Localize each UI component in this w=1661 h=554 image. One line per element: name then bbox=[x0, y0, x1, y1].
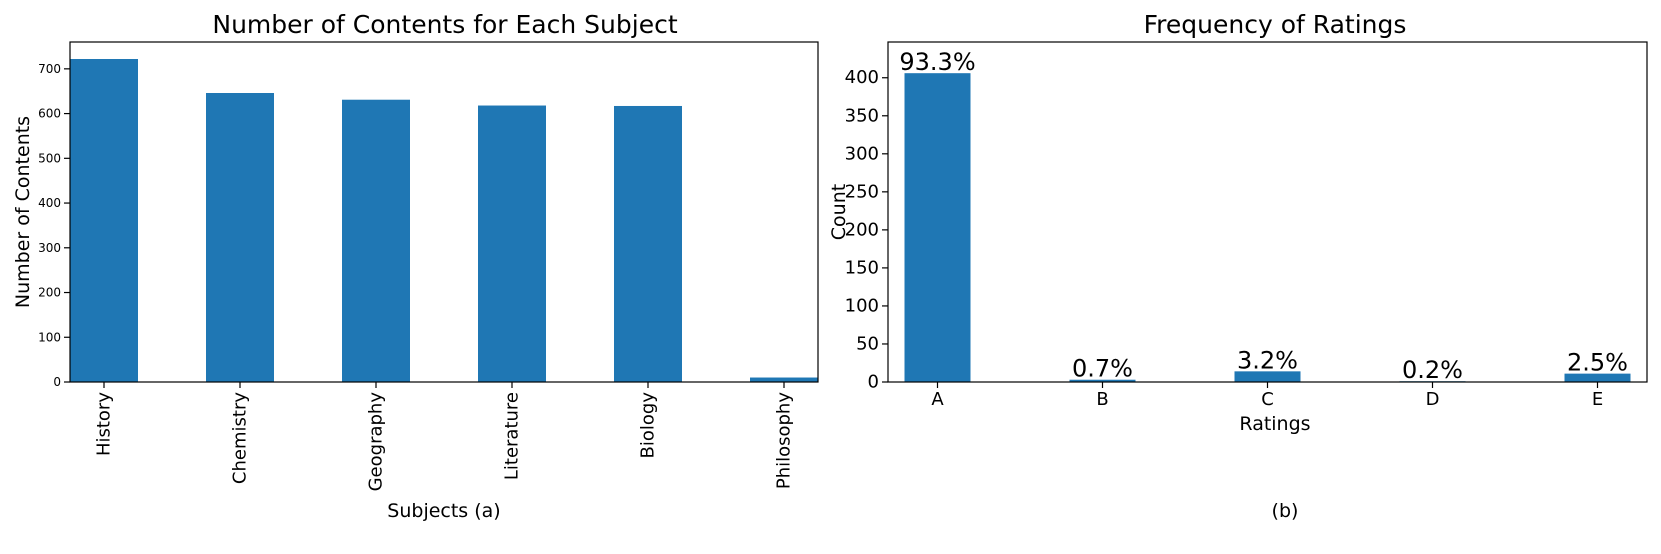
y-tick-label: 150 bbox=[845, 257, 879, 278]
chart-a-y-axis-label: Number of Contents bbox=[12, 116, 34, 308]
y-tick-label: 250 bbox=[845, 181, 879, 202]
y-tick-label: 300 bbox=[38, 241, 61, 255]
x-tick-label: D bbox=[1426, 389, 1440, 410]
bar-e bbox=[1564, 373, 1631, 382]
chart-b-y-axis-label: Count bbox=[828, 184, 850, 240]
bar-data-label: 0.7% bbox=[1072, 355, 1133, 383]
y-tick-label: 350 bbox=[845, 105, 879, 126]
y-tick-label: 200 bbox=[38, 286, 61, 300]
y-tick-label: 50 bbox=[856, 333, 879, 354]
bar-b bbox=[1069, 379, 1136, 382]
x-tick-label: A bbox=[931, 389, 944, 410]
subjects-chart: Number of Contents for Each Subject 0 100… bbox=[12, 10, 819, 522]
bar-chemistry bbox=[206, 93, 274, 382]
y-tick-label: 600 bbox=[38, 107, 61, 121]
y-tick-label: 200 bbox=[845, 219, 879, 240]
x-tick-label: Biology bbox=[638, 392, 659, 459]
chart-a-plot-frame bbox=[69, 41, 819, 383]
bar-history bbox=[70, 59, 138, 382]
bar-literature bbox=[478, 105, 546, 383]
x-tick-label: C bbox=[1261, 389, 1274, 410]
y-tick-label: 300 bbox=[845, 143, 879, 164]
y-tick-label: 400 bbox=[845, 67, 879, 88]
bar-c bbox=[1234, 371, 1301, 382]
bar-data-label: 93.3% bbox=[899, 48, 975, 76]
y-tick-label: 400 bbox=[38, 196, 61, 210]
ratings-chart: Frequency of Ratings 0 50 100 150 200 250 300 3… bbox=[828, 10, 1648, 522]
bar-a bbox=[904, 73, 971, 383]
bar-data-label: 3.2% bbox=[1237, 346, 1298, 374]
bar-data-label: 0.2% bbox=[1402, 356, 1463, 384]
x-tick-label: Literature bbox=[502, 392, 523, 480]
chart-b-title: Frequency of Ratings bbox=[1144, 10, 1407, 39]
y-tick-label: 0 bbox=[868, 372, 879, 393]
x-tick-label: E bbox=[1592, 389, 1603, 410]
y-tick-label: 100 bbox=[38, 330, 61, 344]
x-tick-label: B bbox=[1096, 389, 1108, 410]
chart-a-title: Number of Contents for Each Subject bbox=[212, 10, 677, 39]
chart-b-x-axis-label: Ratings bbox=[1239, 413, 1310, 435]
x-tick-label: Chemistry bbox=[230, 392, 251, 484]
chart-a-x-axis-label: Subjects (a) bbox=[387, 500, 500, 522]
y-tick-label: 500 bbox=[38, 151, 61, 165]
y-tick-label: 100 bbox=[845, 295, 879, 316]
x-tick-label: Philosophy bbox=[774, 392, 795, 490]
bar-biology bbox=[614, 105, 682, 382]
bar-data-label: 2.5% bbox=[1567, 349, 1628, 377]
chart-b-plot-frame bbox=[887, 41, 1648, 383]
bar-geography bbox=[342, 99, 410, 383]
bar-philosophy bbox=[750, 377, 818, 382]
chart-b-caption: (b) bbox=[1272, 500, 1299, 522]
y-tick-label: 0 bbox=[53, 375, 61, 389]
x-tick-label: History bbox=[94, 392, 115, 456]
y-tick-label: 700 bbox=[38, 62, 61, 76]
x-tick-label: Geography bbox=[366, 392, 387, 492]
